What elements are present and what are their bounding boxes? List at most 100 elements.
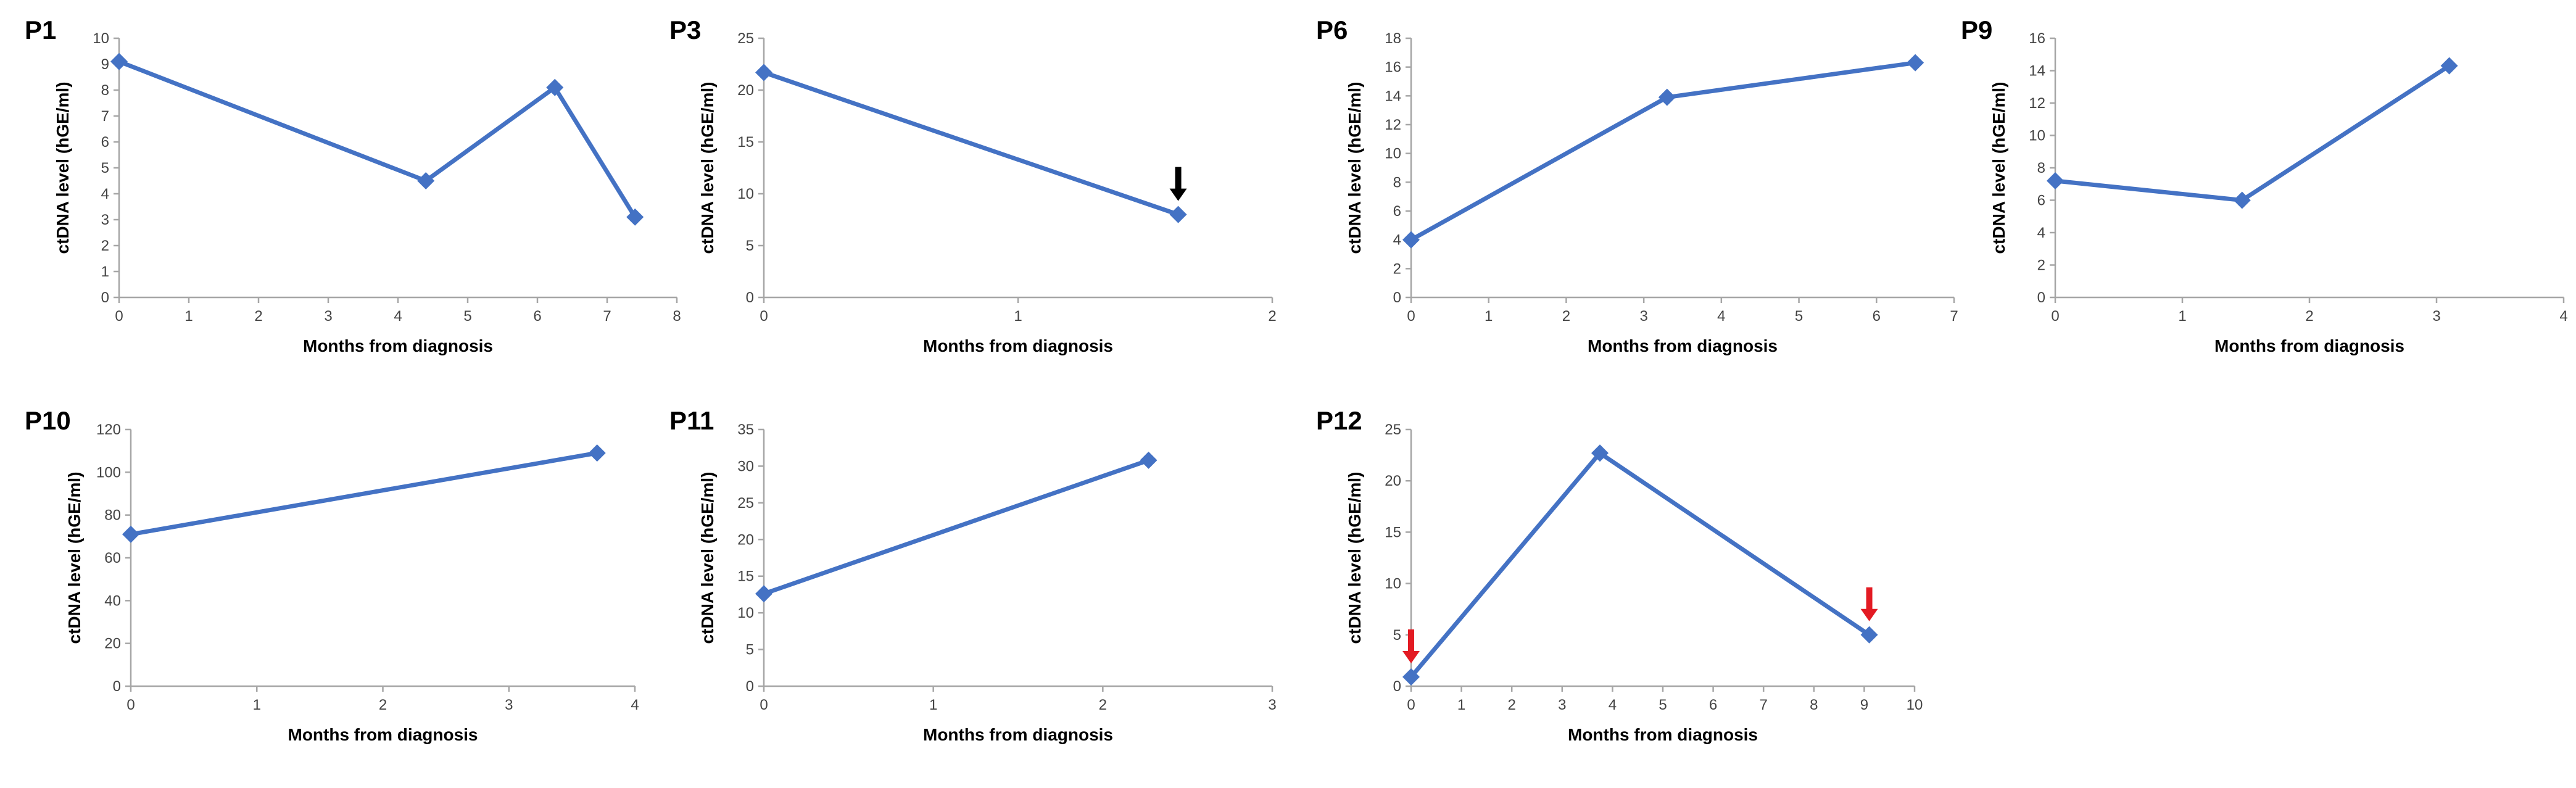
y-tick-label: 30 [737,458,754,475]
y-axis-title: ctDNA level (hGE/ml) [53,81,72,254]
arrow-shaft [1408,629,1414,652]
series-line [1409,450,1872,679]
x-tick-label: 5 [1659,697,1667,713]
y-tick-label: 9 [101,56,109,73]
y-tick-label: 16 [1385,59,1401,76]
y-tick-label: 15 [1385,524,1401,541]
y-tick-label: 6 [1393,203,1401,220]
chart-panel-p11: P11 0 5 10 15 20 25 30 35 0 1 2 3 Months from diagnos… [669,406,1277,744]
x-tick-label: 2 [379,697,387,713]
data-point-marker [417,172,435,189]
y-tick-label: 6 [2037,193,2045,209]
x-tick-label: 1 [929,697,937,713]
data-point-marker [2440,57,2458,75]
x-tick-label: 2 [254,308,262,325]
data-point-marker [1402,668,1420,686]
x-tick-label: 5 [463,308,471,325]
black-arrow-icon [1169,167,1187,201]
y-tick-label: 5 [101,160,109,176]
x-axis-title: Months from diagnosis [1588,336,1778,355]
chart-panel-p10: P10 0 20 40 60 80 100 120 0 1 2 3 4 Months from diagn… [25,406,639,744]
x-tick-label: 3 [2432,308,2440,325]
y-tick-label: 100 [96,464,121,481]
x-tick-label: 3 [324,308,332,325]
chart-panel-p3: P3 0 5 10 15 20 25 0 1 2 Months from diagnosis ctDN… [669,15,1277,355]
x-tick-label: 0 [115,308,123,325]
x-tick-label: 3 [505,697,513,713]
y-tick-label: 18 [1385,30,1401,47]
series-line [117,59,637,220]
y-tick-label: 80 [104,507,121,524]
x-tick-label: 0 [760,697,768,713]
y-tick-label: 12 [1385,117,1401,133]
panel-label: P11 [669,406,714,435]
data-point-marker [2047,172,2064,189]
x-tick-label: 6 [1873,308,1881,325]
y-tick-label: 14 [2029,63,2045,80]
y-tick-label: 2 [101,238,109,254]
y-tick-label: 14 [1385,88,1401,104]
arrow-shaft [1175,167,1182,189]
y-axis-title: ctDNA level (hGE/ml) [65,471,84,644]
y-tick-label: 15 [737,568,754,585]
x-axis-title: Months from diagnosis [288,725,478,744]
y-tick-label: 0 [746,289,754,306]
x-tick-label: 3 [1268,697,1276,713]
x-tick-label: 4 [631,697,639,713]
y-axis-title: ctDNA level (hGE/ml) [698,471,717,644]
x-tick-label: 6 [1709,697,1717,713]
data-point-marker [1140,451,1158,469]
x-tick-label: 2 [1099,697,1107,713]
y-tick-label: 5 [1393,627,1401,644]
y-axis-title: ctDNA level (hGE/ml) [1989,81,2008,254]
y-tick-label: 25 [1385,421,1401,438]
x-tick-label: 9 [1860,697,1868,713]
data-point-marker [626,208,644,226]
y-axis-title: ctDNA level (hGE/ml) [1345,81,1364,254]
y-tick-label: 0 [746,678,754,695]
x-tick-label: 4 [1609,697,1617,713]
y-tick-label: 10 [1385,146,1401,162]
y-tick-label: 20 [1385,473,1401,489]
x-tick-label: 5 [1795,308,1803,325]
y-tick-label: 2 [1393,260,1401,277]
x-tick-label: 2 [2305,308,2313,325]
x-tick-label: 8 [673,308,681,325]
y-tick-label: 12 [2029,95,2045,112]
arrow-head [1169,188,1187,201]
x-tick-label: 7 [1950,308,1958,325]
y-tick-label: 4 [1393,232,1401,249]
data-point-marker [588,444,606,462]
x-tick-label: 10 [1907,697,1923,713]
y-tick-label: 10 [737,605,754,621]
data-point-marker [755,585,772,603]
x-tick-label: 1 [2178,308,2186,325]
y-tick-label: 10 [737,186,754,202]
x-tick-label: 4 [394,308,402,325]
y-tick-label: 5 [746,238,754,254]
x-axis-title: Months from diagnosis [303,336,493,355]
panel-label: P1 [25,15,56,44]
y-tick-label: 0 [1393,678,1401,695]
x-tick-label: 0 [126,697,135,713]
arrow-shaft [1866,587,1873,610]
x-tick-label: 1 [253,697,261,713]
x-tick-label: 1 [1014,308,1022,325]
y-tick-label: 20 [104,636,121,652]
y-tick-label: 20 [737,531,754,548]
data-point-marker [2233,191,2251,209]
x-tick-label: 0 [1407,308,1415,325]
y-tick-label: 3 [101,212,109,228]
x-tick-label: 6 [533,308,541,325]
x-tick-label: 2 [1268,308,1276,325]
x-tick-label: 4 [1717,308,1725,325]
y-tick-label: 0 [113,678,121,695]
series-line [761,458,1151,596]
series-line [2053,64,2452,202]
arrow-head [1860,608,1878,621]
x-tick-label: 3 [1639,308,1647,325]
red-arrow-icon [1860,587,1878,621]
x-tick-label: 1 [184,308,193,325]
